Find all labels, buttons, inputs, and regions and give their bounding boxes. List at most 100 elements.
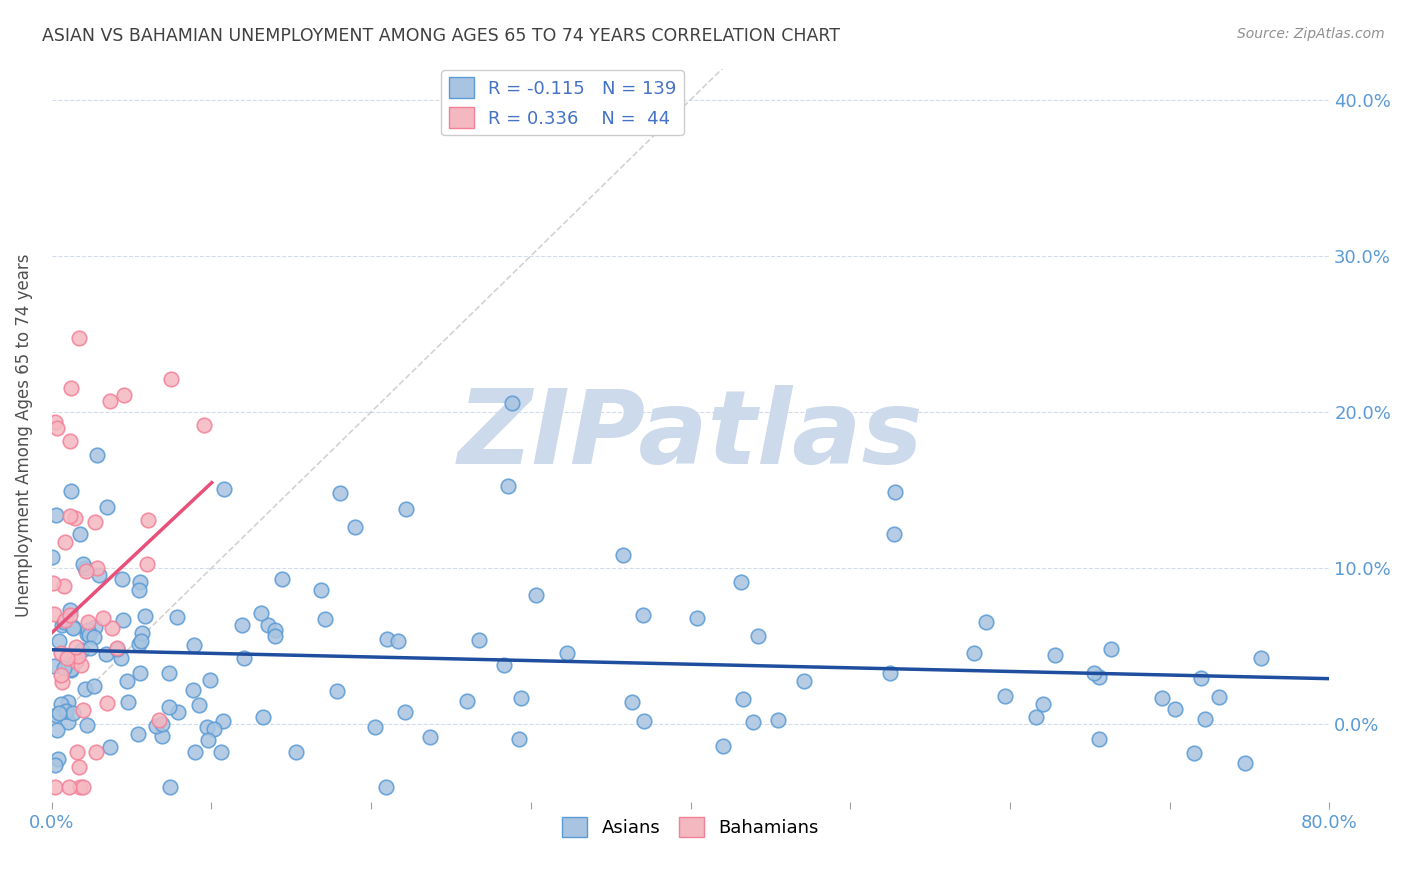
Point	[62, 620, 84, 634]
Point	[1087, 732, 1109, 747]
Point	[249, 606, 271, 620]
Point	[42, 575, 65, 590]
Point	[419, 731, 441, 745]
Point	[166, 610, 188, 624]
Point	[86, 561, 108, 575]
Point	[150, 729, 173, 743]
Point	[1043, 648, 1066, 662]
Point	[51, 674, 73, 689]
Point	[181, 683, 204, 698]
Point	[733, 692, 755, 706]
Point	[496, 478, 519, 492]
Point	[212, 482, 235, 496]
Point	[44, 758, 66, 772]
Point	[1088, 670, 1111, 684]
Point	[83, 679, 105, 693]
Point	[67, 760, 90, 774]
Point	[79, 627, 101, 641]
Point	[77, 615, 100, 629]
Point	[66, 746, 89, 760]
Point	[467, 633, 489, 648]
Point	[202, 722, 225, 736]
Point	[69, 527, 91, 541]
Point	[53, 613, 76, 627]
Point	[51, 617, 73, 632]
Point	[686, 611, 709, 625]
Point	[188, 698, 211, 713]
Text: Source: ZipAtlas.com: Source: ZipAtlas.com	[1237, 27, 1385, 41]
Point	[183, 639, 205, 653]
Point	[53, 534, 76, 549]
Point	[883, 527, 905, 541]
Point	[62, 621, 84, 635]
Point	[159, 780, 181, 794]
Point	[501, 396, 523, 410]
Point	[145, 719, 167, 733]
Point	[766, 713, 789, 727]
Point	[994, 690, 1017, 704]
Point	[79, 641, 101, 656]
Point	[56, 695, 79, 709]
Point	[76, 718, 98, 732]
Point	[53, 579, 76, 593]
Point	[46, 752, 69, 766]
Y-axis label: Unemployment Among Ages 65 to 74 years: Unemployment Among Ages 65 to 74 years	[15, 253, 32, 617]
Point	[56, 651, 79, 665]
Point	[55, 704, 77, 718]
Point	[96, 696, 118, 710]
Point	[44, 780, 66, 794]
Legend: Asians, Bahamians: Asians, Bahamians	[555, 809, 827, 845]
Point	[131, 626, 153, 640]
Point	[711, 739, 734, 753]
Point	[167, 705, 190, 719]
Point	[105, 640, 128, 655]
Point	[115, 674, 138, 689]
Point	[1083, 666, 1105, 681]
Point	[84, 620, 107, 634]
Point	[52, 660, 75, 674]
Point	[285, 745, 308, 759]
Point	[394, 705, 416, 719]
Point	[112, 613, 135, 627]
Point	[48, 634, 70, 648]
Point	[112, 388, 135, 402]
Point	[377, 632, 399, 646]
Point	[59, 607, 82, 622]
Point	[555, 646, 578, 660]
Point	[105, 642, 128, 657]
Point	[59, 509, 82, 524]
Point	[59, 382, 82, 396]
Point	[157, 665, 180, 680]
Point	[314, 612, 336, 626]
Point	[387, 634, 409, 648]
Point	[56, 714, 79, 729]
Point	[1152, 691, 1174, 706]
Point	[73, 682, 96, 697]
Point	[233, 651, 256, 665]
Point	[63, 511, 86, 525]
Point	[508, 732, 530, 747]
Point	[962, 646, 984, 660]
Point	[131, 634, 153, 648]
Point	[309, 583, 332, 598]
Point	[198, 673, 221, 687]
Point	[69, 780, 91, 794]
Point	[83, 515, 105, 529]
Point	[212, 714, 235, 728]
Point	[193, 418, 215, 433]
Point	[70, 643, 93, 657]
Point	[72, 703, 94, 717]
Point	[256, 618, 278, 632]
Text: ZIPatlas: ZIPatlas	[458, 384, 924, 486]
Point	[742, 714, 765, 729]
Point	[344, 520, 367, 534]
Point	[96, 500, 118, 515]
Point	[1234, 756, 1257, 770]
Point	[510, 691, 533, 706]
Point	[879, 665, 901, 680]
Point	[53, 615, 76, 629]
Point	[375, 780, 398, 794]
Point	[45, 708, 67, 723]
Point	[128, 582, 150, 597]
Point	[51, 646, 73, 660]
